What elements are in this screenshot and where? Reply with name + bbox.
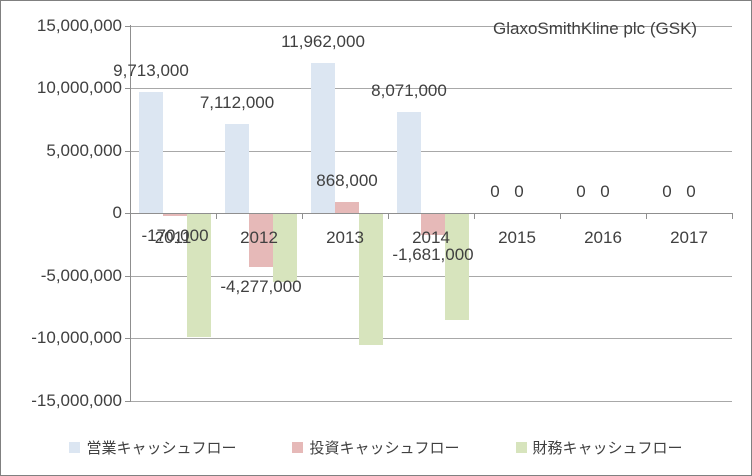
x-axis-tick: [302, 213, 303, 219]
y-axis-tick: [125, 401, 130, 402]
y-gridline: [130, 401, 732, 402]
x-axis-line: [130, 213, 732, 214]
y-axis-tick: [125, 26, 130, 27]
y-axis-label: 15,000,000: [36, 16, 122, 35]
x-axis-tick: [130, 213, 131, 219]
y-axis-tick: [125, 338, 130, 339]
bar-financing-2014[interactable]: [445, 214, 469, 320]
y-gridline: [130, 338, 732, 339]
y-axis-label: 0: [112, 203, 122, 222]
legend-swatch-financing: [515, 442, 527, 453]
data-label-investing-2012: -4,277,000: [220, 277, 302, 296]
legend-swatch-investing: [292, 442, 304, 453]
data-label-operating-2013: 11,962,000: [281, 32, 365, 51]
bar-operating-2013[interactable]: [311, 63, 335, 213]
x-axis-label-2016: 2016: [584, 228, 622, 247]
data-label-investing-2016: 0: [600, 182, 610, 201]
x-axis-tick: [474, 213, 475, 219]
bar-investing-2014[interactable]: [421, 214, 445, 235]
x-axis-label-2013: 2013: [326, 228, 364, 247]
legend-item-financing[interactable]: 財務キャッシュフロー: [515, 437, 683, 458]
data-label-investing-2014: -1,681,000: [392, 245, 474, 264]
bar-operating-2011[interactable]: [139, 92, 163, 213]
y-axis-label: -10,000,000: [31, 328, 122, 347]
x-axis-label-2012: 2012: [240, 228, 278, 247]
data-label-operating-2012: 7,112,000: [199, 93, 275, 112]
y-axis-tick: [125, 213, 130, 214]
y-axis-tick: [125, 151, 130, 152]
x-axis-tick: [388, 213, 389, 219]
x-axis-tick: [560, 213, 561, 219]
x-axis-tick: [732, 213, 733, 219]
y-axis-label: 10,000,000: [36, 78, 122, 97]
y-axis-label: -15,000,000: [31, 391, 122, 410]
data-label-investing-2015: 0: [514, 182, 524, 201]
legend-item-investing[interactable]: 投資キャッシュフロー: [292, 437, 460, 458]
x-axis-label-2011: 2011: [154, 228, 192, 247]
data-label-operating-2011: 9,713,000: [113, 61, 189, 80]
x-axis-tick: [216, 213, 217, 219]
legend-label-investing: 投資キャッシュフロー: [309, 440, 460, 457]
bar-investing-2011[interactable]: [163, 214, 187, 216]
x-axis-label-2014: 2014: [412, 228, 450, 247]
x-axis-label-2015: 2015: [498, 228, 536, 247]
data-label-operating-2014: 8,071,000: [371, 81, 447, 100]
y-axis-label: 5,000,000: [46, 141, 122, 160]
bar-operating-2014[interactable]: [397, 112, 421, 213]
data-label-investing-2013: 868,000: [316, 171, 378, 190]
data-label-operating-2016: 0: [576, 182, 586, 201]
data-label-investing-2017: 0: [686, 182, 696, 201]
legend: 営業キャッシュフロー 投資キャッシュフロー 財務キャッシュフロー: [1, 437, 751, 458]
x-axis-tick: [646, 213, 647, 219]
y-gridline: [130, 26, 732, 27]
bar-financing-2011[interactable]: [187, 214, 211, 337]
bar-investing-2012[interactable]: [249, 214, 273, 267]
y-gridline: [130, 151, 732, 152]
bar-financing-2013[interactable]: [359, 214, 383, 345]
y-gridline: [130, 88, 732, 89]
y-axis-tick: [125, 276, 130, 277]
bar-operating-2012[interactable]: [225, 124, 249, 213]
bar-financing-2012[interactable]: [273, 214, 297, 282]
legend-swatch-operating: [69, 442, 81, 453]
y-gridline: [130, 276, 732, 277]
legend-item-operating[interactable]: 営業キャッシュフロー: [69, 437, 236, 458]
y-axis-label: -5,000,000: [40, 266, 122, 285]
chart-title[interactable]: GlaxoSmithKline plc (GSK): [493, 19, 698, 38]
bar-investing-2013[interactable]: [335, 202, 359, 213]
legend-label-operating: 営業キャッシュフロー: [86, 440, 237, 457]
legend-label-financing: 財務キャッシュフロー: [532, 440, 683, 457]
data-label-investing-2011: -170,000: [141, 226, 209, 245]
data-label-operating-2015: 0: [490, 182, 500, 201]
y-axis-tick: [125, 88, 130, 89]
data-label-operating-2017: 0: [662, 182, 672, 201]
x-axis-label-2017: 2017: [670, 228, 708, 247]
